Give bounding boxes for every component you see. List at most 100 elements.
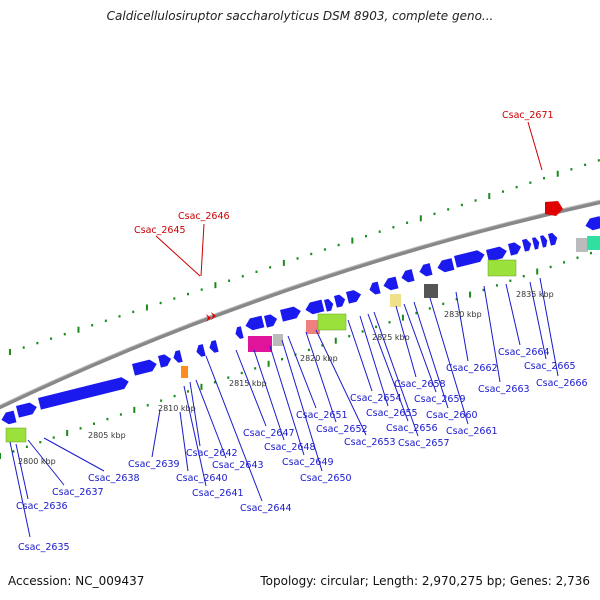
- gene-arrow: [486, 246, 507, 262]
- gene-label-csac-2640[interactable]: Csac_2640: [176, 473, 228, 484]
- feature-lime-1[interactable]: [5, 427, 27, 443]
- feature-lime-2[interactable]: [317, 313, 347, 331]
- gene-label-csac-2651[interactable]: Csac_2651: [296, 410, 348, 421]
- ruler-minor-tick: [187, 292, 190, 296]
- feature-lime-3[interactable]: [487, 259, 517, 277]
- gene-label-csac-2637[interactable]: Csac_2637: [52, 487, 104, 498]
- ruler-minor-tick: [563, 261, 566, 264]
- gene-arrow: [540, 235, 548, 248]
- leader-line: [359, 315, 389, 407]
- gene-arrow: [324, 298, 334, 312]
- leader-line: [527, 121, 543, 171]
- gene-marker-csac-2646[interactable]: [211, 312, 216, 320]
- gene-marker-csac-2671[interactable]: [545, 201, 563, 216]
- tick-label-2805: 2805 kbp: [88, 431, 126, 440]
- gene-label-csac-2649[interactable]: Csac_2649: [282, 457, 334, 468]
- leader-line: [200, 223, 205, 277]
- ruler-minor-tick: [146, 404, 149, 407]
- gene-label-csac-2652[interactable]: Csac_2652: [316, 424, 368, 435]
- leader-line: [27, 439, 65, 486]
- leader-line: [367, 313, 409, 422]
- ruler-minor-tick: [455, 298, 458, 301]
- ruler-minor-tick: [415, 311, 418, 315]
- ruler-minor-tick: [428, 307, 431, 310]
- gene-label-csac-2664[interactable]: Csac_2664: [498, 347, 550, 358]
- gene-label-csac-2636[interactable]: Csac_2636: [16, 501, 68, 512]
- gene-label-csac-2647[interactable]: Csac_2647: [243, 428, 295, 439]
- gene-arrow: [235, 326, 244, 339]
- gene-label-csac-2646[interactable]: Csac_2646: [178, 211, 230, 222]
- accession-label: Accession: NC_009437: [8, 574, 145, 588]
- ruler-minor-tick: [378, 230, 381, 233]
- ruler-minor-tick: [433, 212, 436, 216]
- gene-label-csac-2638[interactable]: Csac_2638: [88, 473, 140, 484]
- gene-label-csac-2635[interactable]: Csac_2635: [18, 542, 70, 553]
- position-labels: 2800 kbp 2805 kbp 2810 kbp 2815 kbp 2820…: [18, 290, 554, 466]
- ruler-major-tick: [469, 291, 472, 298]
- gene-arrow: [132, 359, 157, 376]
- leader-line: [429, 297, 469, 425]
- feature-orange[interactable]: [181, 366, 188, 378]
- feature-teal[interactable]: [587, 236, 600, 250]
- ruler-minor-tick: [388, 321, 391, 324]
- gene-label-csac-2662[interactable]: Csac_2662: [446, 363, 498, 374]
- tick-label-2830: 2830 kbp: [444, 310, 482, 319]
- ruler-major-tick: [267, 360, 270, 367]
- ruler-minor-tick: [515, 185, 518, 189]
- gene-label-csac-2659[interactable]: Csac_2659: [414, 394, 466, 405]
- gene-label-csac-2653[interactable]: Csac_2653: [344, 437, 396, 448]
- gene-arrow: [280, 306, 301, 322]
- ruler-minor-tick: [228, 279, 231, 282]
- gene-label-csac-2639[interactable]: Csac_2639: [128, 459, 180, 470]
- ruler-minor-tick: [254, 367, 257, 370]
- gene-label-csac-2665[interactable]: Csac_2665: [524, 361, 576, 372]
- ruler-minor-tick: [255, 270, 258, 273]
- ruler-major-tick: [556, 170, 559, 177]
- gene-label-csac-2658[interactable]: Csac_2658: [394, 379, 446, 390]
- gene-arrow: [16, 402, 37, 418]
- gene-label-csac-2643[interactable]: Csac_2643: [212, 460, 264, 471]
- gene-label-csac-2655[interactable]: Csac_2655: [366, 408, 418, 419]
- gene-label-csac-2650[interactable]: Csac_2650: [300, 473, 352, 484]
- feature-magenta[interactable]: [248, 336, 272, 352]
- ruler-minor-tick: [392, 226, 395, 229]
- tick-label-2825: 2825 kbp: [372, 333, 410, 342]
- ruler-minor-tick: [509, 279, 512, 282]
- gene-label-csac-2666[interactable]: Csac_2666: [536, 378, 588, 389]
- gene-label-csac-2641[interactable]: Csac_2641: [192, 488, 244, 499]
- gene-label-csac-2671[interactable]: Csac_2671: [502, 110, 554, 121]
- ruler-major-tick: [9, 349, 11, 355]
- gene-arrow: [334, 294, 346, 308]
- gene-label-csac-2648[interactable]: Csac_2648: [264, 442, 316, 453]
- gene-label-csac-2661[interactable]: Csac_2661: [446, 426, 498, 437]
- ruler-major-tick: [214, 282, 217, 289]
- ruler-minor-tick: [447, 208, 450, 211]
- tick-label-2820: 2820 kbp: [300, 354, 338, 363]
- gene-label-csac-2656[interactable]: Csac_2656: [386, 423, 438, 434]
- feature-gray-light[interactable]: [273, 334, 283, 346]
- leader-line: [9, 441, 31, 538]
- feature-yellow[interactable]: [390, 294, 401, 307]
- gene-arrow: [548, 232, 558, 246]
- leader-line: [455, 291, 469, 362]
- tick-label-2835: 2835 kbp: [516, 290, 554, 299]
- gene-label-csac-2663[interactable]: Csac_2663: [478, 384, 530, 395]
- gene-label-csac-2660[interactable]: Csac_2660: [426, 410, 478, 421]
- ruler-minor-tick: [25, 445, 28, 448]
- gene-label-csac-2644[interactable]: Csac_2644: [240, 503, 292, 514]
- tick-label-2800: 2800 kbp: [18, 457, 56, 466]
- gene-label-csac-2645[interactable]: Csac_2645: [134, 225, 186, 236]
- gene-label-csac-2654[interactable]: Csac_2654: [350, 393, 402, 404]
- ruler-minor-tick: [36, 341, 39, 345]
- feature-gray-dark[interactable]: [424, 284, 438, 298]
- leader-line: [505, 283, 521, 346]
- ruler-minor-tick: [200, 288, 203, 291]
- gene-label-csac-2642[interactable]: Csac_2642: [186, 448, 238, 459]
- ruler-minor-tick: [93, 422, 96, 425]
- genome-backbone-highlight: [0, 199, 600, 406]
- gene-label-csac-2657[interactable]: Csac_2657: [398, 438, 450, 449]
- gene-marker-csac-2645[interactable]: [206, 314, 211, 322]
- feature-gray-edge[interactable]: [576, 238, 588, 252]
- ruler-minor-tick: [495, 284, 498, 287]
